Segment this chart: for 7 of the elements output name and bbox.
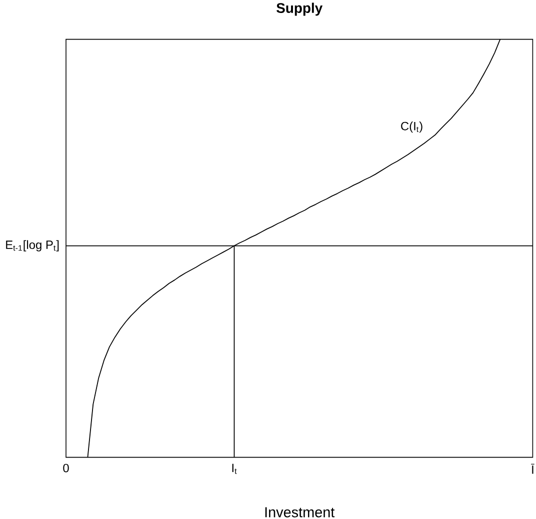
x-tick-label: Ī — [531, 464, 534, 474]
chart-title: Supply — [276, 2, 323, 16]
x-tick-label: 0 — [63, 464, 69, 472]
x-axis-title: Investment — [265, 507, 335, 518]
ref-line-label: E$_{t-1}$[log P$_{t}$] — [6, 240, 59, 252]
series-label: C(I$_{t}$) — [401, 122, 422, 133]
x-tick-label: I$_{t}$ — [232, 464, 237, 474]
